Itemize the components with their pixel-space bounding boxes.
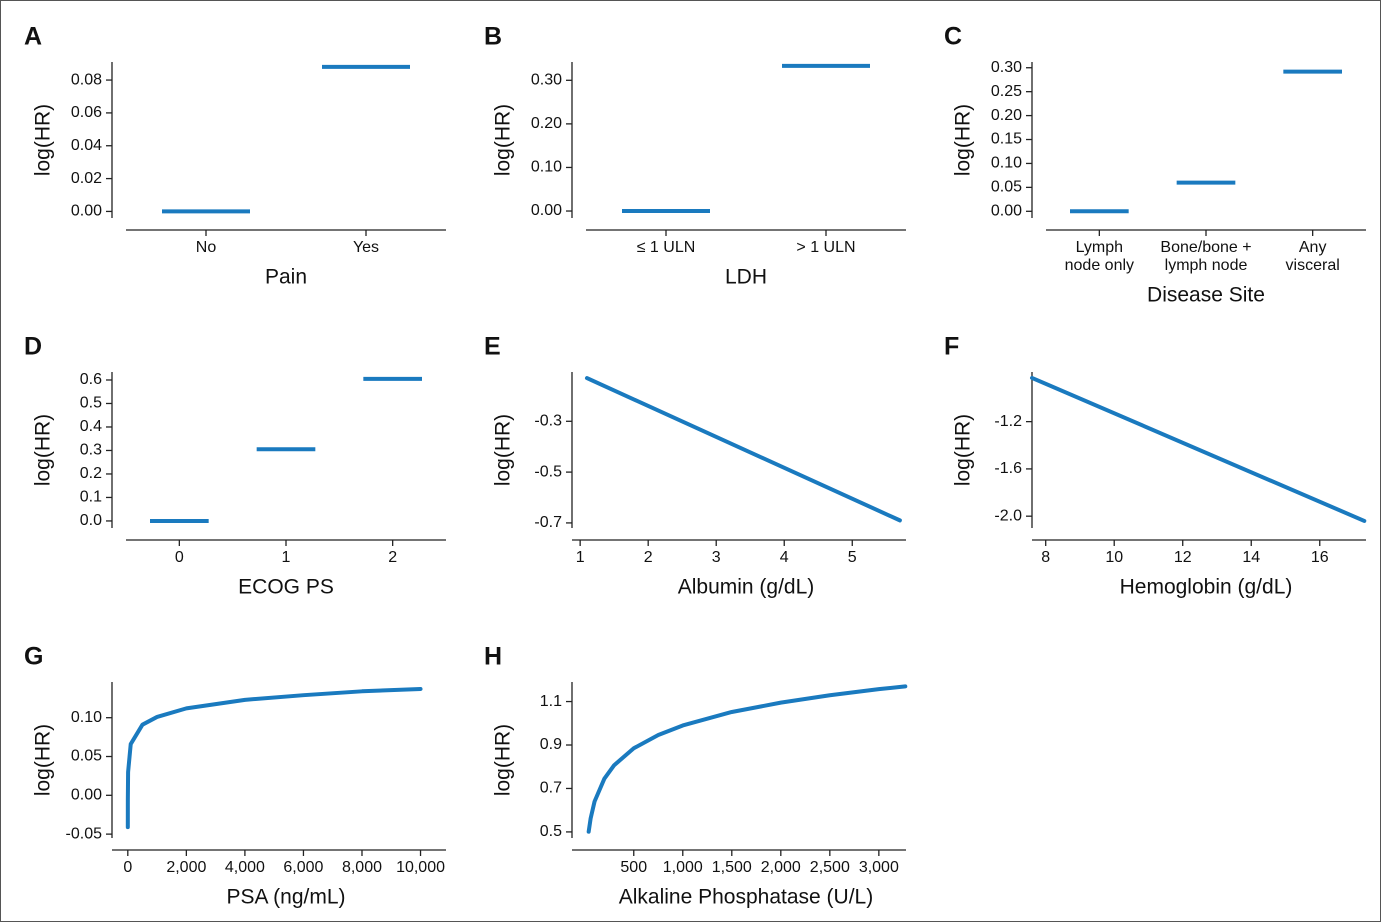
y-tick-label: -0.3 (534, 413, 562, 430)
y-tick-label: 0.05 (71, 748, 102, 765)
y-axis-label: log(HR) (952, 104, 975, 176)
panel-letter: A (24, 23, 42, 51)
y-axis-label: log(HR) (32, 724, 55, 796)
y-tick-label: 0.04 (71, 137, 102, 154)
curve (1030, 375, 1367, 523)
y-tick-label: 0.7 (540, 780, 562, 797)
y-tick-label: 0.15 (991, 131, 1022, 148)
panel-letter: H (484, 643, 502, 671)
y-tick-label: -0.05 (66, 825, 103, 842)
x-tick-label: 1,500 (712, 859, 752, 876)
x-tick-label: 2,000 (761, 859, 801, 876)
x-tick-label: 16 (1311, 549, 1329, 566)
panel-letter: B (484, 23, 502, 51)
y-tick-label: -1.2 (994, 413, 1022, 430)
y-tick-label: 0.10 (531, 159, 562, 176)
y-axis-label: log(HR) (32, 104, 55, 176)
y-tick-label: 0.30 (531, 72, 562, 89)
x-tick-label: 6,000 (283, 859, 323, 876)
y-tick-label: 0.30 (991, 59, 1022, 76)
y-tick-label: 0.6 (80, 371, 102, 388)
y-tick-label: 0.5 (540, 823, 562, 840)
x-tick-label: 1 (576, 549, 585, 566)
x-tick-label: 8 (1041, 549, 1050, 566)
x-axis-label: Albumin (g/dL) (678, 576, 815, 599)
x-tick-label: No (196, 239, 217, 256)
x-tick-label: 3 (712, 549, 721, 566)
y-tick-label: 0.10 (991, 155, 1022, 172)
x-axis-label: Alkaline Phosphatase (U/L) (619, 886, 873, 909)
x-tick-label: > 1 ULN (796, 239, 855, 256)
panel-letter: G (24, 643, 43, 671)
y-tick-label: -2.0 (994, 507, 1022, 524)
y-tick-label: -0.5 (534, 463, 562, 480)
y-tick-label: 0.10 (71, 709, 102, 726)
panel-letter: E (484, 333, 501, 361)
x-tick-label: 14 (1242, 549, 1260, 566)
y-tick-label: -1.6 (994, 460, 1022, 477)
x-tick-label: 5 (848, 549, 857, 566)
x-tick-label: 1,000 (663, 859, 703, 876)
y-tick-label: 0.00 (531, 202, 562, 219)
y-tick-label: 0.00 (71, 203, 102, 220)
x-axis-label: ECOG PS (238, 576, 334, 599)
y-axis-label: log(HR) (32, 414, 55, 486)
y-tick-label: 0.06 (71, 104, 102, 121)
y-axis-label: log(HR) (492, 414, 515, 486)
x-axis-label: Pain (265, 266, 307, 289)
y-tick-label: 0.0 (80, 512, 102, 529)
curve (584, 376, 902, 523)
x-tick-label: 0 (123, 859, 132, 876)
y-tick-label: 0.3 (80, 442, 102, 459)
x-tick-label: 8,000 (342, 859, 382, 876)
y-tick-label: 0.4 (80, 418, 102, 435)
y-tick-label: 0.02 (71, 170, 102, 187)
x-tick-label: 0 (175, 549, 184, 566)
x-tick-label: 2 (644, 549, 653, 566)
y-axis-label: log(HR) (952, 414, 975, 486)
x-tick-label: 4,000 (225, 859, 265, 876)
x-tick-label: 2,500 (810, 859, 850, 876)
y-tick-label: 0.25 (991, 83, 1022, 100)
y-tick-label: 1.1 (540, 693, 562, 710)
x-tick-label: Bone/bone + lymph node (1160, 239, 1251, 274)
panel-letter: C (944, 23, 962, 51)
x-tick-label: Yes (353, 239, 379, 256)
y-tick-label: 0.20 (991, 107, 1022, 124)
x-tick-label: 2,000 (166, 859, 206, 876)
x-tick-label: Any visceral (1286, 239, 1340, 274)
y-tick-label: 0.00 (991, 203, 1022, 220)
curve (125, 686, 423, 830)
x-axis-label: PSA (ng/mL) (226, 886, 345, 909)
x-tick-label: 3,000 (859, 859, 899, 876)
y-axis-label: log(HR) (492, 104, 515, 176)
x-tick-label: 10,000 (396, 859, 445, 876)
y-tick-label: 0.08 (71, 71, 102, 88)
x-tick-label: 4 (780, 549, 789, 566)
x-axis-label: Hemoglobin (g/dL) (1120, 576, 1293, 599)
panel-letter: F (944, 333, 959, 361)
y-tick-label: -0.7 (534, 514, 562, 531)
x-axis-label: LDH (725, 266, 767, 289)
panel-letter: D (24, 333, 42, 361)
x-tick-label: 10 (1105, 549, 1123, 566)
curve (586, 684, 908, 834)
y-tick-label: 0.5 (80, 395, 102, 412)
y-tick-label: 0.20 (531, 115, 562, 132)
y-tick-label: 0.00 (71, 787, 102, 804)
x-tick-label: 12 (1174, 549, 1192, 566)
x-tick-label: Lymph node only (1065, 239, 1134, 274)
y-tick-label: 0.9 (540, 736, 562, 753)
y-axis-label: log(HR) (492, 724, 515, 796)
x-tick-label: 500 (620, 859, 647, 876)
x-tick-label: ≤ 1 ULN (637, 239, 696, 256)
y-tick-label: 0.05 (991, 179, 1022, 196)
y-tick-label: 0.2 (80, 465, 102, 482)
x-tick-label: 1 (282, 549, 291, 566)
x-axis-label: Disease Site (1147, 284, 1265, 307)
y-tick-label: 0.1 (80, 489, 102, 506)
x-tick-label: 2 (388, 549, 397, 566)
